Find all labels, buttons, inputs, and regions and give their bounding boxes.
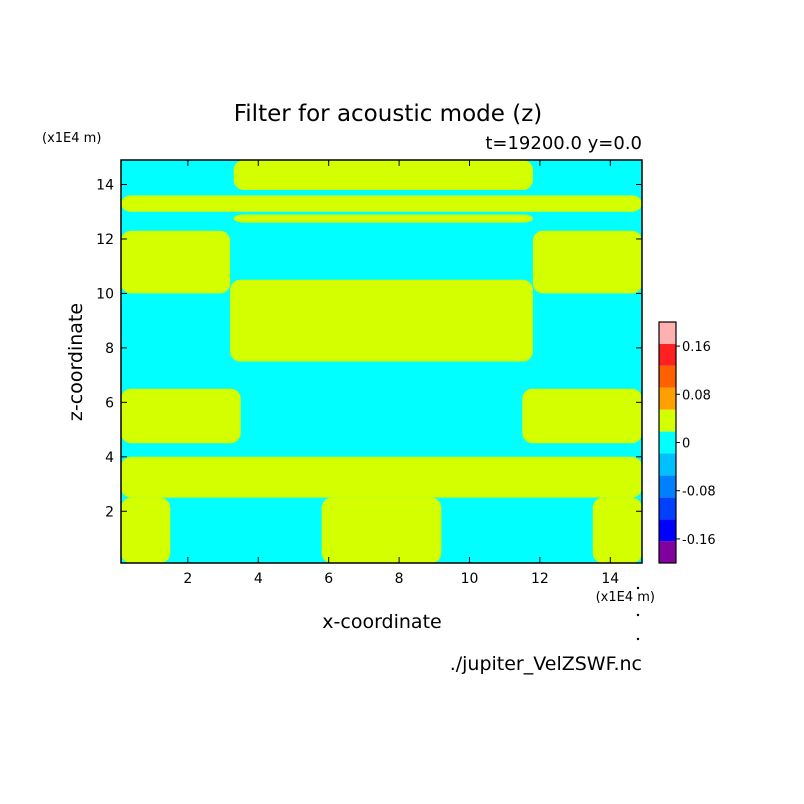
marker-dot: [636, 637, 640, 641]
x-tick-label: 12: [531, 571, 549, 587]
positive-regions: [121, 160, 642, 563]
colorbar-swatch: [659, 365, 676, 388]
x-tick-label: 2: [183, 571, 192, 587]
chart-subtitle: t=19200.0 y=0.0: [485, 133, 642, 154]
y-tick-label: 10: [96, 286, 114, 302]
y-axis-ticks: 2 4 6 8 10 12 14: [96, 178, 642, 520]
chart-title: Filter for acoustic mode (z): [234, 101, 543, 127]
colorbar-swatch: [659, 409, 676, 432]
colorbar-swatch: [659, 541, 676, 563]
colorbar-swatch: [659, 497, 676, 520]
positive-region: [230, 279, 533, 362]
y-tick-label: 6: [105, 395, 114, 411]
colorbar-swatch: [659, 453, 676, 476]
y-tick-label: 2: [105, 504, 114, 520]
positive-region: [121, 497, 171, 563]
positive-region: [233, 214, 533, 223]
positive-region: [121, 388, 241, 444]
x-tick-label: 14: [601, 571, 619, 587]
marker-dot: [636, 586, 640, 590]
source-file-label: ./jupiter_VelZSWF.nc: [450, 653, 642, 675]
marker-dot: [636, 613, 640, 617]
colorbar-swatch: [659, 322, 676, 344]
positive-region: [121, 195, 642, 212]
x-tick-label: 8: [395, 571, 404, 587]
colorbar-swatch: [659, 519, 676, 542]
colorbar: 0.16 0.08 0 -0.08 -0.16: [658, 321, 716, 564]
colorbar-tick-label: -0.08: [682, 485, 716, 500]
positive-region: [121, 230, 231, 294]
colorbar-tick-label: 0.16: [682, 340, 711, 355]
colorbar-tick-label: 0.08: [682, 388, 711, 403]
colorbar-swatch: [659, 387, 676, 410]
colorbar-swatch: [659, 343, 676, 366]
x-axis-ticks: 2 4 6 8 10 12 14: [183, 160, 619, 587]
y-unit-label: (x1E4 m): [42, 131, 101, 146]
plot-area: 2 4 6 8 10 12 14 2 4 6 8 10 12 14: [96, 159, 643, 587]
x-tick-label: 4: [254, 571, 263, 587]
positive-region: [121, 456, 642, 498]
positive-region: [532, 230, 642, 294]
y-tick-label: 8: [105, 341, 114, 357]
y-tick-label: 12: [96, 232, 114, 248]
x-tick-label: 10: [461, 571, 479, 587]
colorbar-tick-label: 0: [682, 437, 690, 452]
positive-region: [321, 497, 442, 563]
x-axis-label: x-coordinate: [322, 611, 441, 633]
colorbar-tick-label: -0.16: [682, 533, 716, 548]
colorbar-swatch: [659, 475, 676, 498]
positive-region: [233, 160, 533, 190]
colorbar-swatch: [659, 431, 676, 454]
positive-region: [522, 388, 642, 444]
y-tick-label: 4: [105, 450, 114, 466]
y-tick-label: 14: [96, 178, 114, 194]
x-unit-label: (x1E4 m): [596, 590, 655, 605]
x-tick-label: 6: [324, 571, 333, 587]
plot-frame: [120, 159, 643, 564]
positive-region: [592, 497, 642, 563]
y-axis-label: z-coordinate: [65, 303, 87, 421]
